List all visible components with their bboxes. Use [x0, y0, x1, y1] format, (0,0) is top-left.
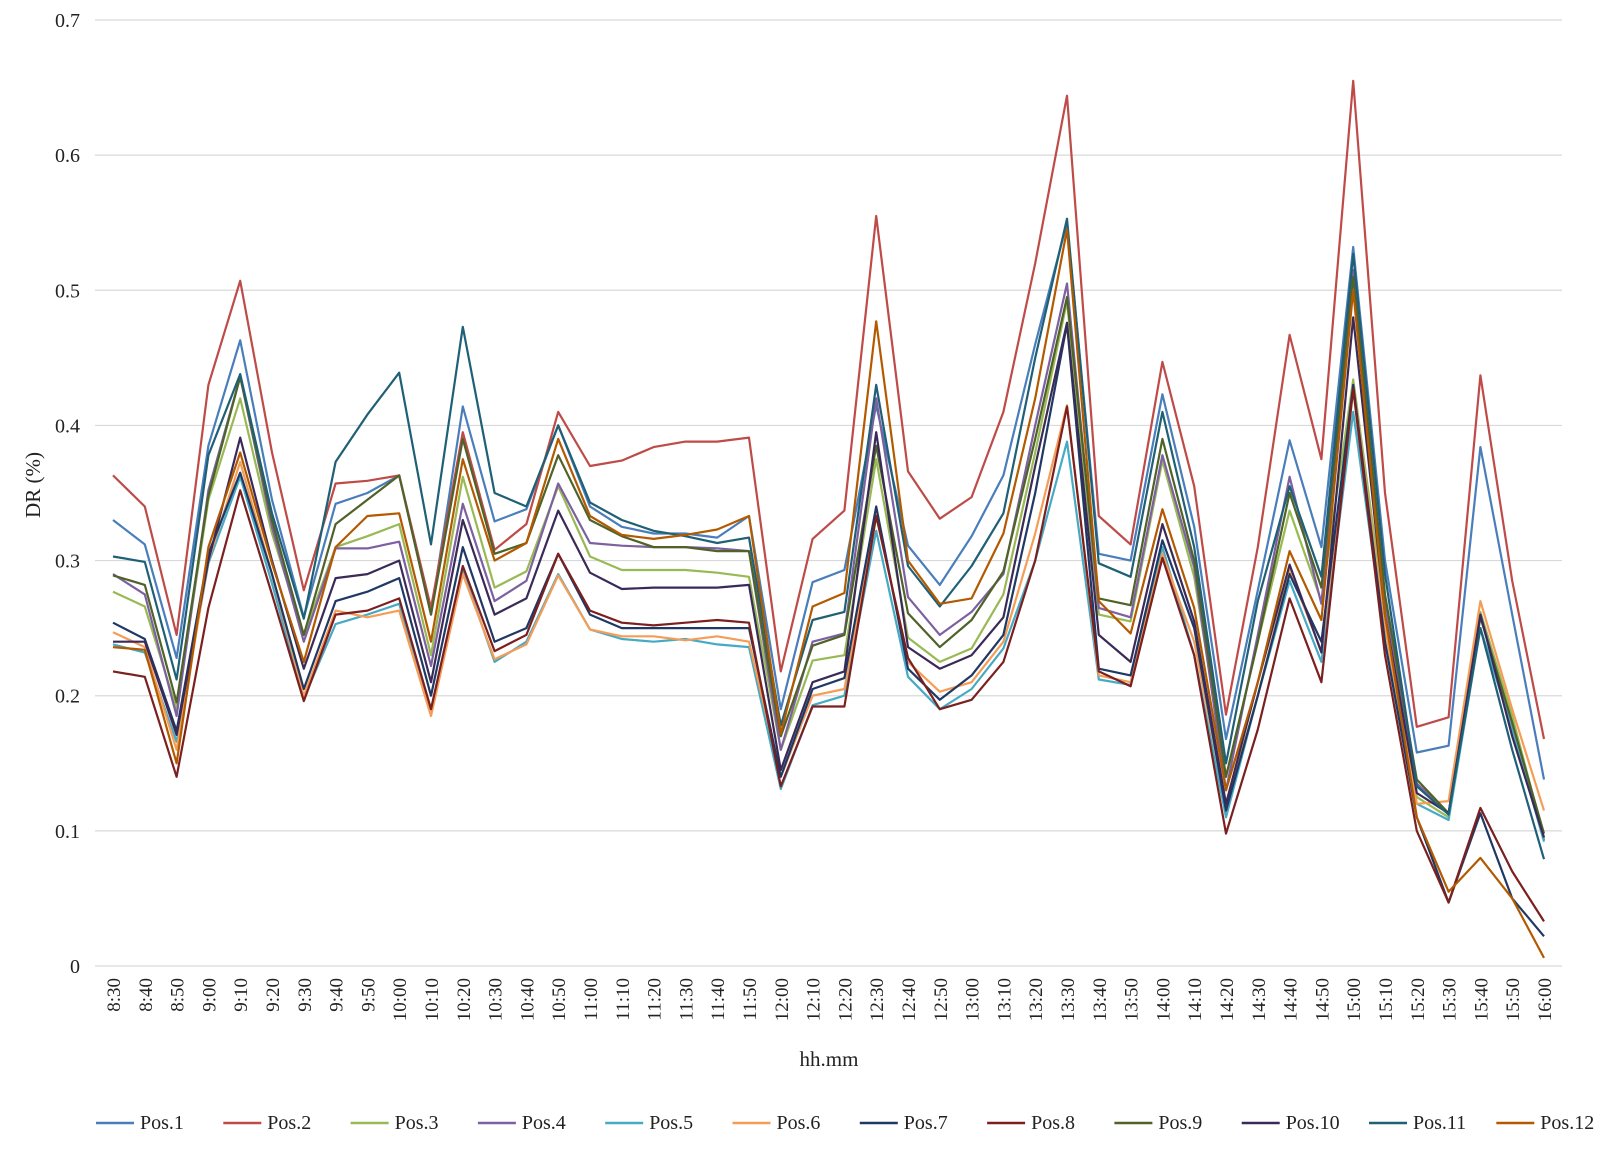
x-tick-label: 15:10: [1376, 978, 1397, 1021]
x-tick-label: 14:20: [1217, 978, 1238, 1021]
x-tick-label: 16:00: [1535, 978, 1556, 1021]
x-tick-label: 11:00: [581, 978, 602, 1021]
x-tick-label: 10:00: [390, 978, 411, 1021]
x-tick-label: 11:50: [740, 978, 761, 1021]
x-tick-label: 9:30: [295, 978, 316, 1012]
x-tick-label: 15:50: [1503, 978, 1524, 1021]
x-tick-label: 13:20: [1026, 978, 1047, 1021]
y-tick-label: 0.1: [55, 821, 80, 843]
x-tick-label: 15:40: [1471, 978, 1492, 1021]
x-tick-label: 11:30: [676, 978, 697, 1021]
legend-label-pos-12: Pos.12: [1540, 1112, 1594, 1134]
legend-label-pos-11: Pos.11: [1413, 1112, 1466, 1134]
x-tick-label: 14:30: [1249, 978, 1270, 1021]
x-tick-label: 13:30: [1058, 978, 1079, 1021]
x-tick-label: 14:10: [1185, 978, 1206, 1021]
x-tick-label: 14:50: [1312, 978, 1333, 1021]
x-tick-label: 15:30: [1440, 978, 1461, 1021]
x-tick-label: 11:40: [708, 978, 729, 1021]
legend-label-pos-1: Pos.1: [140, 1112, 184, 1134]
y-tick-label: 0.2: [55, 686, 80, 708]
series-line-pos-2: [112, 79, 1546, 740]
x-tick-label: 8:50: [168, 978, 189, 1012]
series-line-pos-1: [112, 221, 1546, 780]
series-line-pos-3: [112, 300, 1546, 838]
x-tick-label: 12:50: [931, 978, 952, 1021]
series-line-pos-12: [112, 228, 1545, 959]
y-tick-label: 0.7: [55, 10, 80, 32]
y-axis-title: DR (%): [21, 452, 45, 518]
x-tick-label: 9:00: [199, 978, 220, 1012]
x-tick-label: 12:20: [835, 978, 856, 1021]
legend-label-pos-2: Pos.2: [267, 1112, 311, 1134]
legend-label-pos-10: Pos.10: [1286, 1112, 1340, 1134]
x-axis-title: hh.mm: [800, 1047, 859, 1071]
y-tick-label: 0.3: [55, 551, 80, 573]
x-tick-label: 13:00: [963, 978, 984, 1021]
legend-label-pos-3: Pos.3: [395, 1112, 439, 1134]
series-line-pos-10: [113, 316, 1546, 838]
x-tick-label: 9:20: [263, 978, 284, 1012]
legend-label-pos-6: Pos.6: [777, 1112, 821, 1134]
y-tick-label: 0.5: [55, 280, 80, 302]
x-tick-label: 12:40: [899, 978, 920, 1021]
x-tick-label: 8:30: [104, 978, 125, 1012]
x-tick-label: 14:00: [1153, 978, 1174, 1021]
x-tick-label: 10:20: [454, 978, 475, 1021]
series-line-pos-9: [112, 275, 1546, 834]
series-line-pos-11: [112, 217, 1546, 860]
y-tick-label: 0.6: [55, 145, 80, 167]
legend-label-pos-9: Pos.9: [1158, 1112, 1202, 1134]
legend-label-pos-4: Pos.4: [522, 1112, 566, 1134]
x-tick-label: 9:10: [231, 978, 252, 1012]
y-axis-ticks: 0 0.1 0.2 0.3 0.4 0.5 0.6 0.7: [55, 10, 80, 978]
x-tick-label: 10:40: [517, 978, 538, 1021]
x-tick-label: 12:10: [804, 978, 825, 1021]
x-tick-label: 15:00: [1344, 978, 1365, 1021]
x-tick-label: 11:10: [613, 978, 634, 1021]
x-tick-label: 9:40: [327, 978, 348, 1012]
series-line-pos-8: [112, 387, 1545, 922]
x-tick-label: 12:30: [867, 978, 888, 1021]
legend-label-pos-5: Pos.5: [649, 1112, 693, 1134]
x-tick-label: 10:50: [549, 978, 570, 1021]
x-tick-label: 13:50: [1122, 978, 1143, 1021]
x-tick-label: 11:20: [645, 978, 666, 1021]
y-tick-label: 0.4: [55, 415, 80, 437]
y-tick-label: 0: [70, 956, 80, 978]
x-tick-label: 13:40: [1090, 978, 1111, 1021]
x-tick-label: 8:40: [136, 978, 157, 1012]
series-line-pos-5: [112, 410, 1546, 842]
x-tick-label: 15:20: [1408, 978, 1429, 1021]
x-tick-label: 10:30: [486, 978, 507, 1021]
x-tick-label: 10:10: [422, 978, 443, 1021]
legend: Pos.1 Pos.2 Pos.3 Pos.4 Pos.5 Pos.6 Pos.7 Pos.8…: [96, 1112, 1594, 1134]
x-tick-label: 12:00: [772, 978, 793, 1021]
series-lines: [112, 79, 1546, 959]
legend-label-pos-7: Pos.7: [904, 1112, 948, 1134]
x-tick-label: 9:50: [358, 978, 379, 1012]
x-axis-ticks: 8:30 8:40 8:50 9:00 9:10 9:20 9:30 9:40 9:50 10:0…: [104, 978, 1556, 1021]
x-tick-label: 13:10: [994, 978, 1015, 1021]
x-tick-label: 14:40: [1281, 978, 1302, 1021]
legend-label-pos-8: Pos.8: [1031, 1112, 1075, 1134]
gridlines: [95, 19, 1562, 967]
